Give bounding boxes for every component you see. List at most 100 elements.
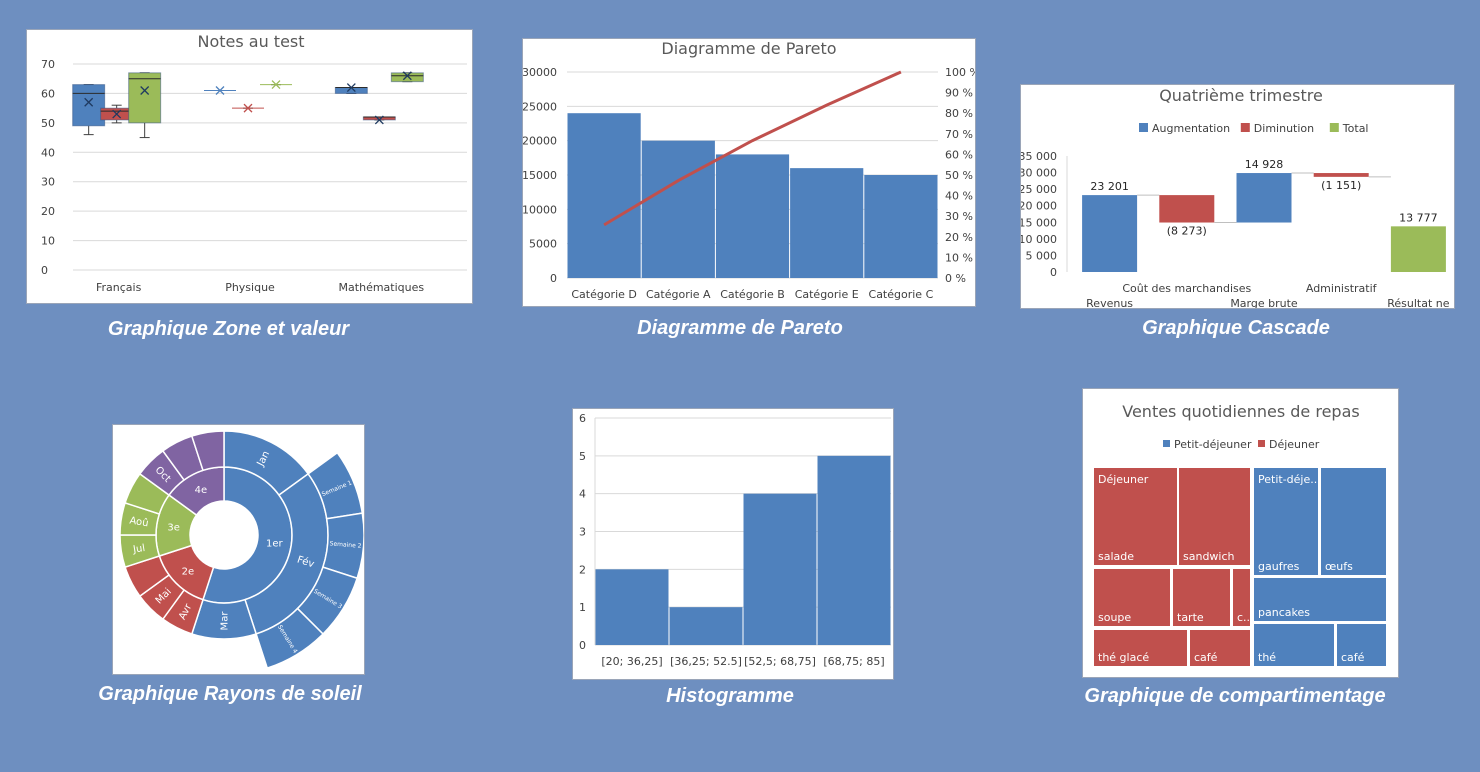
x-tick-label: Catégorie D: [571, 288, 637, 301]
sunburst-label: Aoû: [129, 514, 150, 529]
waterfall-bar: [1082, 195, 1138, 272]
boxplot-chart: Notes au test 0 10 20 30 40 50 60 70 Français Phys…: [41, 32, 467, 294]
sunburst-segment: [255, 607, 325, 670]
chart-title: Quatrième trimestre: [1159, 86, 1323, 105]
y-tick-label: 35 000: [1021, 150, 1057, 163]
mean-marker: [112, 109, 122, 119]
x-tick-label: Physique: [225, 281, 275, 294]
x-tick-label: Français: [96, 281, 142, 294]
bar: [567, 113, 641, 278]
y-tick-label: 0: [550, 272, 557, 285]
sunburst-label: 3e: [167, 522, 180, 533]
mean-marker: [84, 97, 94, 107]
treemap-tile: [1335, 622, 1388, 668]
y-tick-label: 5 000: [1026, 249, 1058, 262]
x-tick-label: [52,5; 68,75]: [744, 655, 816, 668]
box: [72, 84, 106, 127]
legend-label: Total: [1342, 122, 1369, 135]
bar: [790, 168, 864, 278]
treemap-group-label: Petit-déje...: [1258, 473, 1321, 486]
boxplot-chart-panel: Notes au test 0 10 20 30 40 50 60 70 Français Phys…: [26, 29, 473, 304]
treemap-item-label: café: [1194, 651, 1218, 664]
y-tick-label: 20000: [523, 135, 557, 148]
waterfall-bar: [1313, 173, 1369, 177]
waterfall-bar: [1159, 195, 1215, 223]
bar: [641, 140, 715, 278]
cumulative-line: [603, 70, 902, 227]
x-tick-label: Administratif: [1306, 282, 1378, 295]
data-label: 14 928: [1245, 158, 1284, 171]
y-tick-label: 10000: [523, 203, 557, 216]
x-tick-label: Catégorie C: [869, 288, 934, 301]
y2-tick-label: 40 %: [945, 190, 973, 203]
sunburst-label: Semaine 2: [329, 540, 362, 549]
y-tick-label: 50: [41, 117, 55, 130]
treemap-item-label: thé glacé: [1098, 651, 1149, 664]
mean-marker: [402, 71, 412, 81]
mean-marker: [346, 83, 356, 93]
y-tick-label: 40: [41, 146, 55, 159]
y-tick-label: 15 000: [1021, 216, 1057, 229]
bar: [715, 154, 790, 278]
treemap-item-label: sandwich: [1183, 550, 1235, 563]
treemap-item-label: soupe: [1098, 611, 1131, 624]
histogram-chart: 0 1 2 3 4 5 6 [20; 36,25] [36,25; 52.5] [52,5; 68…: [579, 412, 891, 668]
y-tick-label: 25000: [523, 100, 557, 113]
y2-tick-label: 70 %: [945, 128, 973, 141]
y-tick-label: 3: [579, 526, 586, 539]
data-label: 13 777: [1399, 211, 1438, 224]
y2-tick-label: 20 %: [945, 231, 973, 244]
y-tick-label: 4: [579, 488, 586, 501]
treemap-chart-panel: Ventes quotidiennes de repas Petit-déjeun…: [1082, 388, 1399, 678]
treemap-tile: [1177, 466, 1252, 567]
treemap-item-label: c...: [1237, 611, 1254, 624]
boxplot-caption: Graphique Zone et valeur: [107, 318, 350, 340]
treemap-tile: [1092, 466, 1179, 567]
sunburst-chart-panel: 1er 2e 3e 4e Jan Fév Mar Avr Mai Jul Aoû Oct Semaine…: [112, 424, 365, 675]
waterfall-bar: [1236, 173, 1292, 223]
mean-marker: [140, 86, 150, 95]
y-tick-label: 5: [579, 450, 586, 463]
y2-tick-label: 0 %: [945, 272, 966, 285]
sunburst-label: Fév: [296, 554, 316, 571]
pareto-chart: Diagramme de Pareto 0 5000 10000 15000 20000 2…: [523, 39, 975, 301]
y-tick-label: 20: [41, 205, 55, 218]
sunburst-label: 4e: [195, 485, 208, 496]
bar: [864, 175, 938, 278]
pareto-caption: Diagramme de Pareto: [637, 317, 843, 339]
treemap-item-label: tarte: [1177, 611, 1204, 624]
data-label: (1 151): [1321, 179, 1361, 192]
data-label: 23 201: [1090, 180, 1129, 193]
legend-swatch: [1240, 123, 1250, 132]
legend-label: Augmentation: [1152, 122, 1230, 135]
waterfall-chart-panel: Quatrième trimestre Augmentation Diminutio…: [1020, 84, 1455, 309]
waterfall-chart: Quatrième trimestre Augmentation Diminutio…: [1021, 86, 1450, 308]
chart-title: Ventes quotidiennes de repas: [1122, 402, 1359, 421]
treemap-item-label: gaufres: [1258, 560, 1300, 573]
treemap-tile: [1188, 628, 1252, 668]
pareto-chart-panel: Diagramme de Pareto 0 5000 10000 15000 20000 2…: [522, 38, 976, 307]
chart-title: Notes au test: [197, 32, 304, 51]
x-tick-label: [68,75; 85]: [823, 655, 884, 668]
legend-swatch: [1258, 440, 1265, 447]
y-tick-label: 0: [579, 639, 586, 652]
sunburst-label: Mar: [219, 611, 230, 631]
histogram-bar: [743, 493, 817, 645]
x-tick-label: Mathématiques: [339, 281, 425, 294]
legend-label: Diminution: [1254, 122, 1314, 135]
y-tick-label: 70: [41, 58, 55, 71]
y2-tick-label: 50 %: [945, 169, 973, 182]
y2-tick-label: 60 %: [945, 148, 973, 161]
y-tick-label: 2: [579, 563, 586, 576]
y2-tick-label: 30 %: [945, 210, 973, 223]
treemap-tile: [1092, 567, 1172, 628]
x-tick-label: [36,25; 52.5]: [670, 655, 742, 668]
mean-marker: [374, 115, 384, 125]
y-tick-label: 6: [579, 412, 586, 425]
legend-swatch: [1163, 440, 1170, 447]
y-tick-label: 10: [41, 235, 55, 248]
legend-swatch: [1329, 123, 1339, 132]
x-tick-label: [20; 36,25]: [601, 655, 662, 668]
sunburst-label: Jul: [131, 543, 146, 556]
box: [128, 72, 162, 124]
